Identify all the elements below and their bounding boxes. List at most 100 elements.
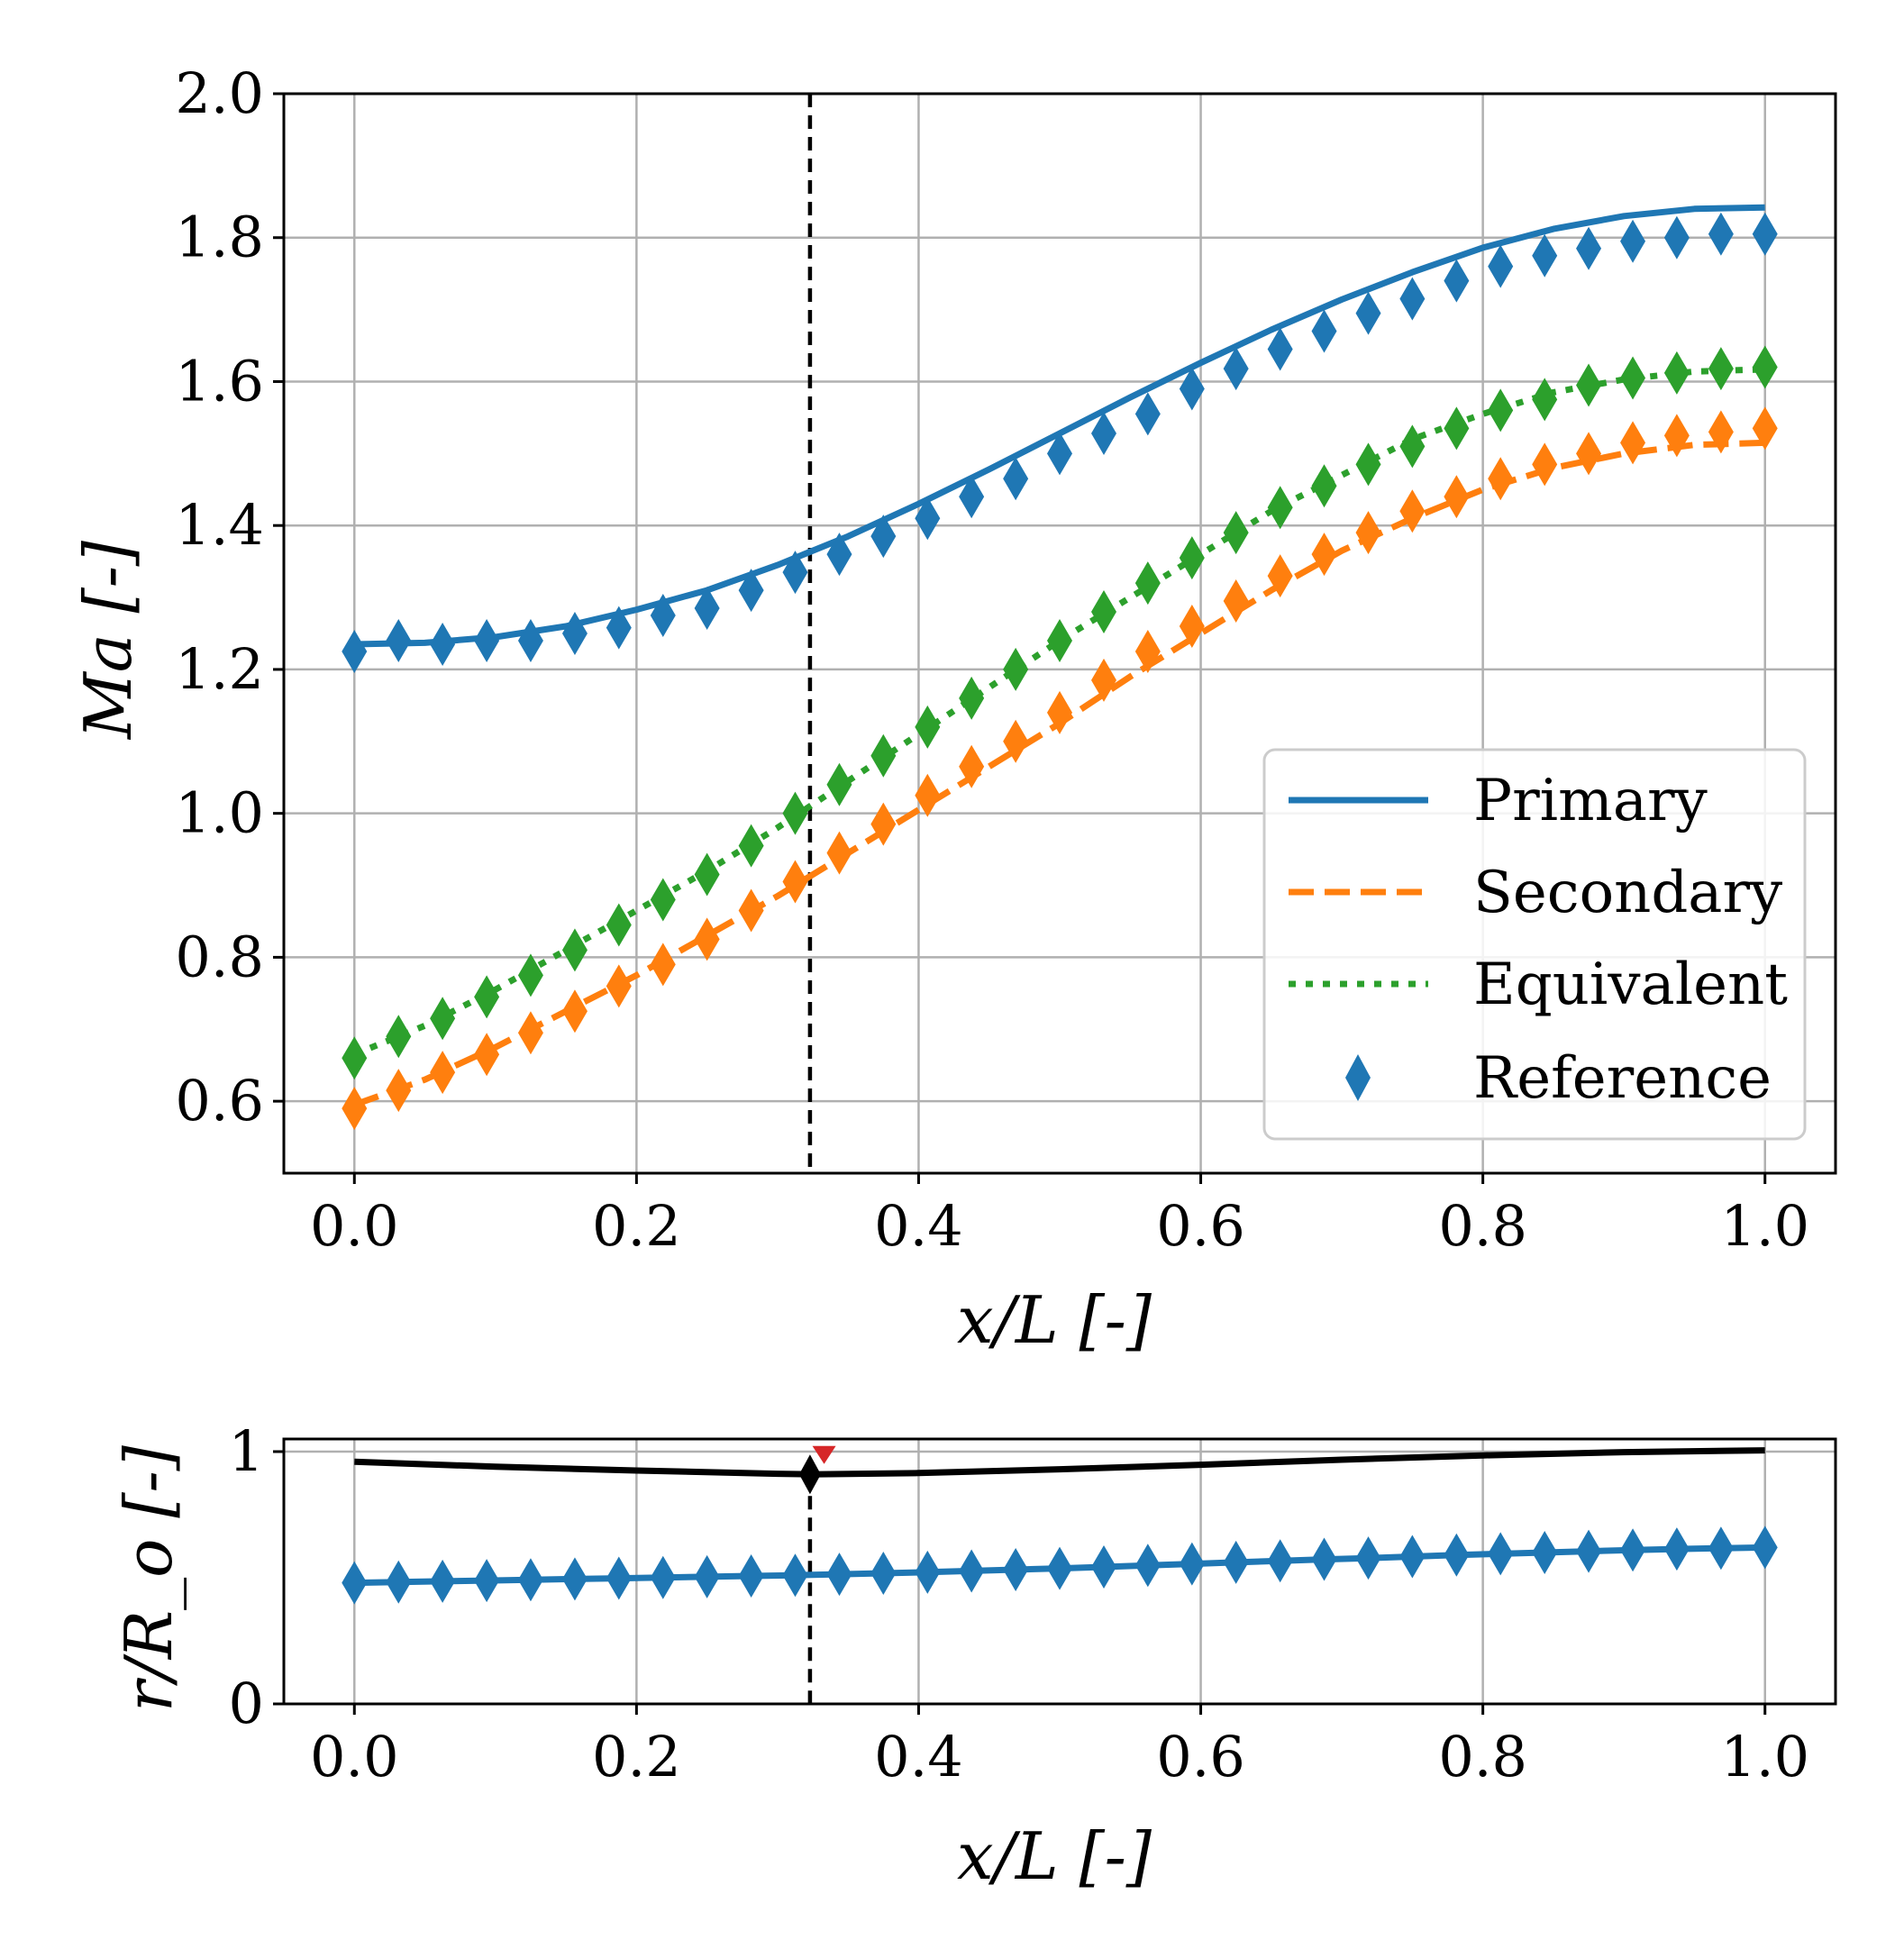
reference-marker-primary xyxy=(1311,309,1337,353)
reference-marker-primary xyxy=(342,629,368,673)
reference-marker-primary xyxy=(1708,212,1734,256)
bottom-y-tick-label: 0 xyxy=(229,1671,264,1736)
legend-reference-swatch xyxy=(1345,1054,1371,1101)
inner-profile-marker xyxy=(959,1549,985,1593)
reference-marker-equivalent xyxy=(1355,442,1381,487)
bottom-y-axis-label: r/R_o [-] xyxy=(111,1444,187,1712)
inner-profile-marker xyxy=(1663,1527,1690,1571)
top-y-ticks: 0.6 0.8 1.0 1.2 1.4 1.6 1.8 2.0 xyxy=(175,60,284,1134)
reference-marker-equivalent xyxy=(1047,618,1072,662)
reference-marker-equivalent xyxy=(1620,356,1646,400)
reference-marker-secondary xyxy=(1223,579,1249,624)
reference-marker-primary xyxy=(1267,327,1293,371)
inner-profile-marker xyxy=(1399,1535,1426,1579)
inner-profile-marker xyxy=(650,1555,676,1599)
inner-profile-marker xyxy=(1223,1540,1249,1584)
radius-profile-plot: 0.0 0.2 0.4 0.6 0.8 1.0 01 x/L [-] r/R_o [-] xyxy=(111,1418,1837,1894)
reference-marker-secondary xyxy=(1663,414,1690,458)
top-y-tick-label: 1.6 xyxy=(175,348,264,414)
reference-marker-primary xyxy=(650,594,676,638)
reference-marker-equivalent xyxy=(738,824,764,868)
top-y-tick-label: 1.2 xyxy=(175,636,264,702)
series-line-equivalent xyxy=(352,366,1765,1058)
inner-profile-marker xyxy=(694,1554,720,1598)
inner-profile-marker xyxy=(1311,1537,1337,1581)
reference-marker-equivalent xyxy=(474,975,500,1019)
inner-profile-marker xyxy=(1576,1529,1602,1573)
inner-profile-marker xyxy=(606,1556,632,1600)
reference-marker-equivalent xyxy=(1223,511,1249,555)
legend-box xyxy=(1262,748,1807,1141)
reference-marker-secondary xyxy=(1047,690,1072,734)
reference-marker-secondary xyxy=(1134,629,1161,673)
bottom-x-tick-label: 0.8 xyxy=(1438,1724,1527,1790)
reference-marker-equivalent xyxy=(386,1015,412,1059)
reference-marker-equivalent xyxy=(517,953,543,997)
reference-marker-equivalent xyxy=(1311,464,1337,508)
top-y-axis-label: Ma [-] xyxy=(70,540,146,741)
inner-profile-marker xyxy=(430,1559,456,1603)
bottom-x-axis-label: x/L [-] xyxy=(957,1818,1152,1894)
reference-marker-secondary xyxy=(1003,719,1029,763)
reference-marker-primary xyxy=(1003,457,1029,501)
reference-marker-equivalent xyxy=(1267,486,1293,530)
inner-profile-marker xyxy=(1708,1526,1734,1571)
legend: Primary Secondary Equivalent Reference xyxy=(1262,748,1807,1141)
reference-marker-primary xyxy=(694,587,720,631)
reference-marker-secondary xyxy=(561,989,588,1034)
reference-marker-secondary xyxy=(1355,511,1381,555)
top-x-tick-label: 1.0 xyxy=(1720,1193,1809,1259)
reference-marker-secondary xyxy=(1708,410,1734,454)
top-x-tick-label: 0.4 xyxy=(874,1193,963,1259)
reference-marker-primary xyxy=(1532,233,1558,278)
reference-marker-secondary xyxy=(430,1051,456,1095)
reference-marker-primary xyxy=(1752,212,1778,256)
inner-profile-marker xyxy=(915,1550,941,1594)
inner-profile-marker xyxy=(1267,1539,1293,1583)
reference-marker-secondary xyxy=(959,744,985,788)
reference-marker-primary xyxy=(870,515,897,559)
inner-profile-marker xyxy=(1003,1548,1029,1592)
top-x-tick-label: 0.6 xyxy=(1156,1193,1245,1259)
reference-marker-primary xyxy=(782,551,808,595)
inner-profile-marker xyxy=(1444,1533,1470,1577)
inner-profile-marker xyxy=(1355,1536,1381,1580)
reference-marker-primary xyxy=(915,496,941,541)
top-x-tick-label: 0.2 xyxy=(592,1193,681,1259)
reference-marker-secondary xyxy=(650,943,676,987)
reference-marker-equivalent xyxy=(959,676,985,720)
reference-marker-equivalent xyxy=(1444,406,1470,451)
top-y-tick-label: 0.6 xyxy=(175,1068,264,1134)
top-reference-markers xyxy=(342,212,1778,1131)
top-y-tick-label: 1.0 xyxy=(175,780,264,846)
reference-marker-equivalent xyxy=(1399,424,1426,469)
reference-marker-primary xyxy=(826,533,852,577)
reference-marker-equivalent xyxy=(915,705,941,749)
reference-marker-equivalent xyxy=(650,878,676,922)
reference-marker-equivalent xyxy=(1576,363,1602,407)
bottom-plot-frame xyxy=(282,1437,1837,1706)
legend-primary-label: Primary xyxy=(1473,768,1708,834)
reference-marker-primary xyxy=(1663,215,1690,260)
top-x-ticks: 0.0 0.2 0.4 0.6 0.8 1.0 xyxy=(310,1173,1809,1259)
reference-marker-primary xyxy=(386,618,412,662)
reference-marker-equivalent xyxy=(1752,345,1778,389)
reference-marker-equivalent xyxy=(1003,647,1029,691)
reference-marker-secondary xyxy=(738,888,764,933)
reference-marker-primary xyxy=(1047,432,1072,476)
reference-marker-primary xyxy=(561,612,588,655)
legend-equivalent-label: Equivalent xyxy=(1473,952,1788,1018)
reference-marker-equivalent xyxy=(430,997,456,1041)
reference-marker-equivalent xyxy=(342,1036,368,1080)
reference-marker-primary xyxy=(517,618,543,662)
reference-marker-secondary xyxy=(694,917,720,961)
reference-marker-primary xyxy=(430,622,456,666)
reference-marker-equivalent xyxy=(1488,388,1514,433)
inner-profile-marker xyxy=(1090,1544,1116,1589)
reference-marker-equivalent xyxy=(1708,347,1734,391)
reference-marker-secondary xyxy=(1532,442,1558,487)
bottom-x-tick-label: 0.0 xyxy=(310,1724,399,1790)
top-y-tick-label: 0.8 xyxy=(175,924,264,989)
inner-profile-marker xyxy=(738,1554,764,1598)
inner-profile-marker xyxy=(1134,1544,1161,1588)
